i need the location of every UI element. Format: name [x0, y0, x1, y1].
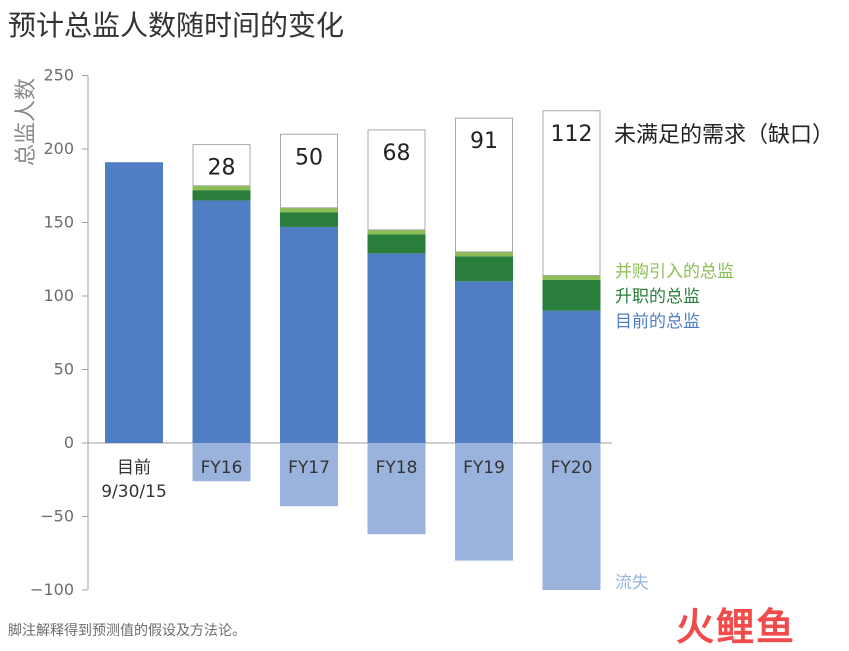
bar-current-2: [280, 226, 338, 443]
bar-acquired-5: [542, 275, 601, 280]
gap-value-label: 28: [208, 156, 236, 181]
footnote: 脚注解释得到预测值的假设及方法论。: [8, 623, 246, 639]
bar-acquired-2: [280, 207, 338, 213]
bar-acquired-3: [367, 229, 426, 235]
chart-title: 预计总监人数随时间的变化: [8, 9, 345, 42]
bar-attrition-3: [367, 443, 426, 535]
bar-promoted-1: [192, 190, 251, 201]
gap-value-label: 112: [551, 122, 593, 147]
y-tick-label: 250: [43, 66, 74, 85]
bar-attrition-2: [280, 443, 338, 507]
bar-attrition-5: [542, 443, 601, 590]
bar-current-4: [455, 281, 513, 443]
bar-gap-4: [455, 117, 513, 253]
y-tick-label: −100: [30, 580, 74, 599]
gap-value-label: 50: [295, 145, 323, 170]
y-tick-label: 150: [43, 213, 74, 232]
bar-gap-5: [542, 110, 601, 276]
bar-promoted-4: [455, 256, 513, 282]
category-label: FY20: [551, 458, 593, 478]
legend-current: 目前的总监: [615, 312, 700, 332]
gap-value-label: 68: [383, 141, 411, 166]
y-tick-label: 0: [64, 433, 74, 452]
bar-current-3: [367, 253, 426, 443]
bar-acquired-1: [192, 185, 251, 191]
bar-promoted-3: [367, 234, 426, 254]
watermark-logo: 火鲤鱼: [676, 605, 797, 649]
category-label: FY17: [288, 458, 330, 478]
category-label: 目前: [117, 458, 151, 478]
bar-attrition-1: [192, 443, 251, 482]
legend-attrition: 流失: [615, 573, 649, 593]
y-tick-label: −50: [40, 507, 74, 526]
bar-promoted-5: [542, 279, 601, 311]
bar-gap-2: [280, 133, 338, 209]
category-sublabel: 9/30/15: [101, 482, 167, 502]
category-label: FY16: [201, 458, 243, 478]
category-label: FY18: [376, 458, 418, 478]
legend-acquired: 并购引入的总监: [615, 262, 734, 282]
bar-attrition-4: [455, 443, 513, 561]
gap-value-label: 91: [470, 129, 498, 154]
bar-gap-1: [192, 144, 251, 187]
category-label: FY19: [463, 458, 505, 478]
y-tick-label: 200: [43, 139, 74, 158]
y-tick-label: 100: [43, 286, 74, 305]
bar-gap-3: [367, 129, 426, 231]
bar-current-0: [105, 162, 163, 444]
bar-promoted-2: [280, 212, 338, 227]
y-tick-label: 50: [54, 360, 74, 379]
bar-acquired-4: [455, 251, 513, 257]
bar-current-5: [542, 310, 601, 443]
bar-current-1: [192, 200, 251, 443]
legend-promoted: 升职的总监: [615, 287, 700, 307]
y-axis-title: 总监人数: [14, 78, 39, 166]
legend-gap: 未满足的需求（缺口）: [614, 123, 834, 148]
